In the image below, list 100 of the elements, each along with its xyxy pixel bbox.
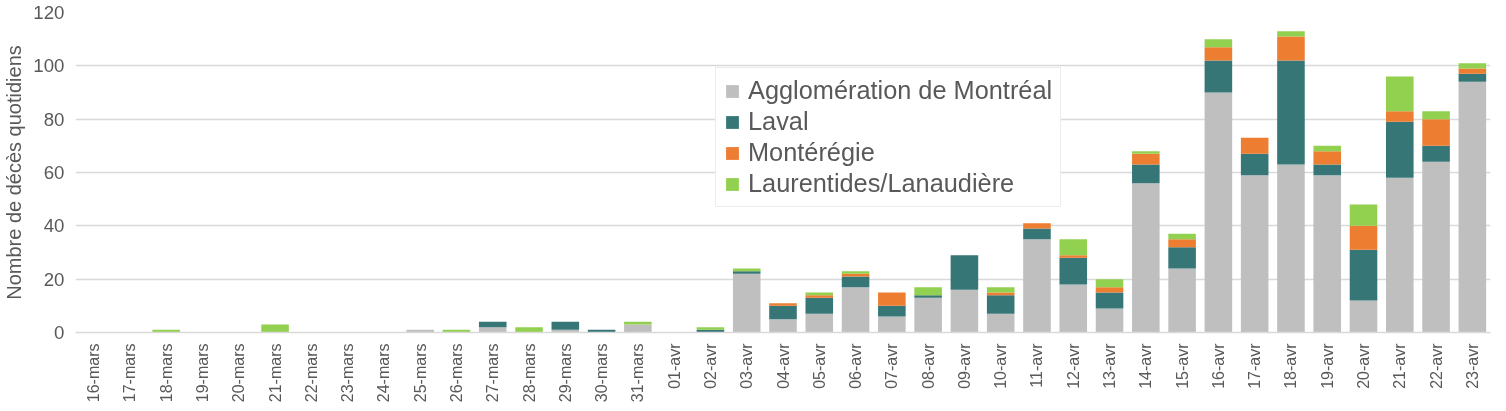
- y-tick-label: 0: [54, 322, 65, 343]
- y-tick-label: 80: [43, 108, 65, 130]
- bar: [1240, 137, 1269, 154]
- y-tick-label: 40: [43, 215, 65, 237]
- y-tick-label: 100: [33, 55, 65, 77]
- x-tick-label: 25-mars: [411, 343, 429, 403]
- x-tick-label: 16-mars: [85, 343, 103, 403]
- bar: [1132, 151, 1160, 154]
- bar: [1059, 239, 1088, 256]
- x-tick-label: 17-avr: [1246, 342, 1264, 389]
- bar: [805, 297, 834, 314]
- bar: [1349, 204, 1378, 226]
- bar: [1132, 183, 1160, 333]
- x-tick-label: 18-avr: [1282, 342, 1300, 389]
- x-tick-label: 07-avr: [883, 342, 901, 389]
- x-tick-label: 26-mars: [447, 343, 465, 403]
- bar: [478, 327, 507, 333]
- bar: [1023, 223, 1051, 229]
- bar: [1422, 119, 1450, 146]
- bar: [1349, 300, 1378, 333]
- bar: [551, 321, 580, 330]
- bar: [1277, 60, 1305, 165]
- bar: [515, 327, 543, 333]
- bar: [1313, 175, 1342, 333]
- bar: [732, 273, 761, 333]
- bar: [1204, 47, 1233, 61]
- bar: [1240, 153, 1269, 176]
- bar: [1132, 164, 1160, 184]
- x-tick-label: 20-avr: [1355, 342, 1373, 389]
- bar: [1095, 279, 1124, 288]
- bar: [914, 295, 942, 298]
- bar: [986, 295, 1015, 314]
- bar: [1023, 239, 1051, 333]
- bar: [1095, 292, 1124, 309]
- bar: [986, 287, 1015, 293]
- bar: [805, 313, 834, 333]
- bar: [1059, 284, 1088, 333]
- bar: [1168, 247, 1196, 269]
- bar: [1168, 233, 1196, 240]
- y-axis-title: Nombre de décès quotidiens: [3, 45, 26, 300]
- bar: [1349, 249, 1378, 301]
- x-tick-label: 27-mars: [484, 343, 502, 403]
- bar: [478, 321, 507, 328]
- x-tick-label: 19-avr: [1318, 342, 1336, 389]
- bar: [769, 319, 797, 333]
- bar: [1240, 175, 1269, 333]
- x-tick-label: 23-avr: [1463, 342, 1481, 389]
- bar: [841, 276, 870, 288]
- bar: [1277, 36, 1305, 61]
- x-tick-label: 17-mars: [121, 343, 139, 403]
- bar: [1059, 257, 1088, 285]
- bar: [1095, 308, 1124, 333]
- bar: [1386, 121, 1414, 178]
- bar: [769, 305, 797, 320]
- bar: [1204, 39, 1233, 48]
- x-tick-label: 21-avr: [1391, 342, 1409, 389]
- y-tick-label: 60: [43, 162, 65, 183]
- bar: [1458, 73, 1487, 82]
- bar: [624, 321, 652, 325]
- bar: [1422, 161, 1450, 333]
- bar: [878, 292, 906, 306]
- x-tick-label: 23-mars: [339, 343, 357, 403]
- x-tick-label: 21-mars: [266, 343, 284, 403]
- x-tick-label: 02-avr: [701, 342, 719, 389]
- bar: [1059, 255, 1088, 258]
- x-tick-label: 04-avr: [774, 342, 792, 389]
- bar: [950, 255, 979, 290]
- legend-label: Laval: [748, 107, 809, 136]
- x-tick-label: 16-avr: [1209, 342, 1227, 389]
- bar: [1422, 145, 1450, 162]
- x-tick-label: 08-avr: [919, 342, 937, 389]
- legend-label: Montérégie: [748, 138, 875, 167]
- bar: [841, 287, 870, 333]
- x-tick-label: 29-mars: [556, 343, 574, 403]
- bar: [986, 313, 1015, 333]
- legend-label: Agglomération de Montréal: [748, 76, 1053, 105]
- x-tick-label: 10-avr: [992, 342, 1010, 389]
- x-tick-label: 12-avr: [1064, 342, 1082, 389]
- bar: [1313, 151, 1342, 165]
- bar: [1386, 76, 1414, 112]
- x-tick-label: 22-avr: [1427, 342, 1445, 389]
- bar: [769, 303, 797, 306]
- legend-label: Laurentides/Lanaudière: [748, 169, 1015, 198]
- x-tick-label: 19-mars: [193, 343, 211, 403]
- bar: [1168, 268, 1196, 333]
- x-tick-label: 15-avr: [1173, 342, 1191, 389]
- bar: [914, 287, 942, 296]
- bar: [1204, 60, 1233, 93]
- bar: [878, 305, 906, 317]
- x-tick-label: 03-avr: [738, 342, 756, 389]
- bar: [950, 289, 979, 333]
- bar: [1023, 228, 1051, 240]
- bar: [1313, 164, 1342, 176]
- x-tick-label: 18-mars: [157, 343, 175, 403]
- bar: [1386, 177, 1414, 333]
- bar: [1313, 145, 1342, 152]
- bar: [1277, 164, 1305, 333]
- x-tick-label: 06-avr: [847, 342, 865, 389]
- x-tick-label: 22-mars: [302, 343, 320, 403]
- bar: [1095, 287, 1124, 293]
